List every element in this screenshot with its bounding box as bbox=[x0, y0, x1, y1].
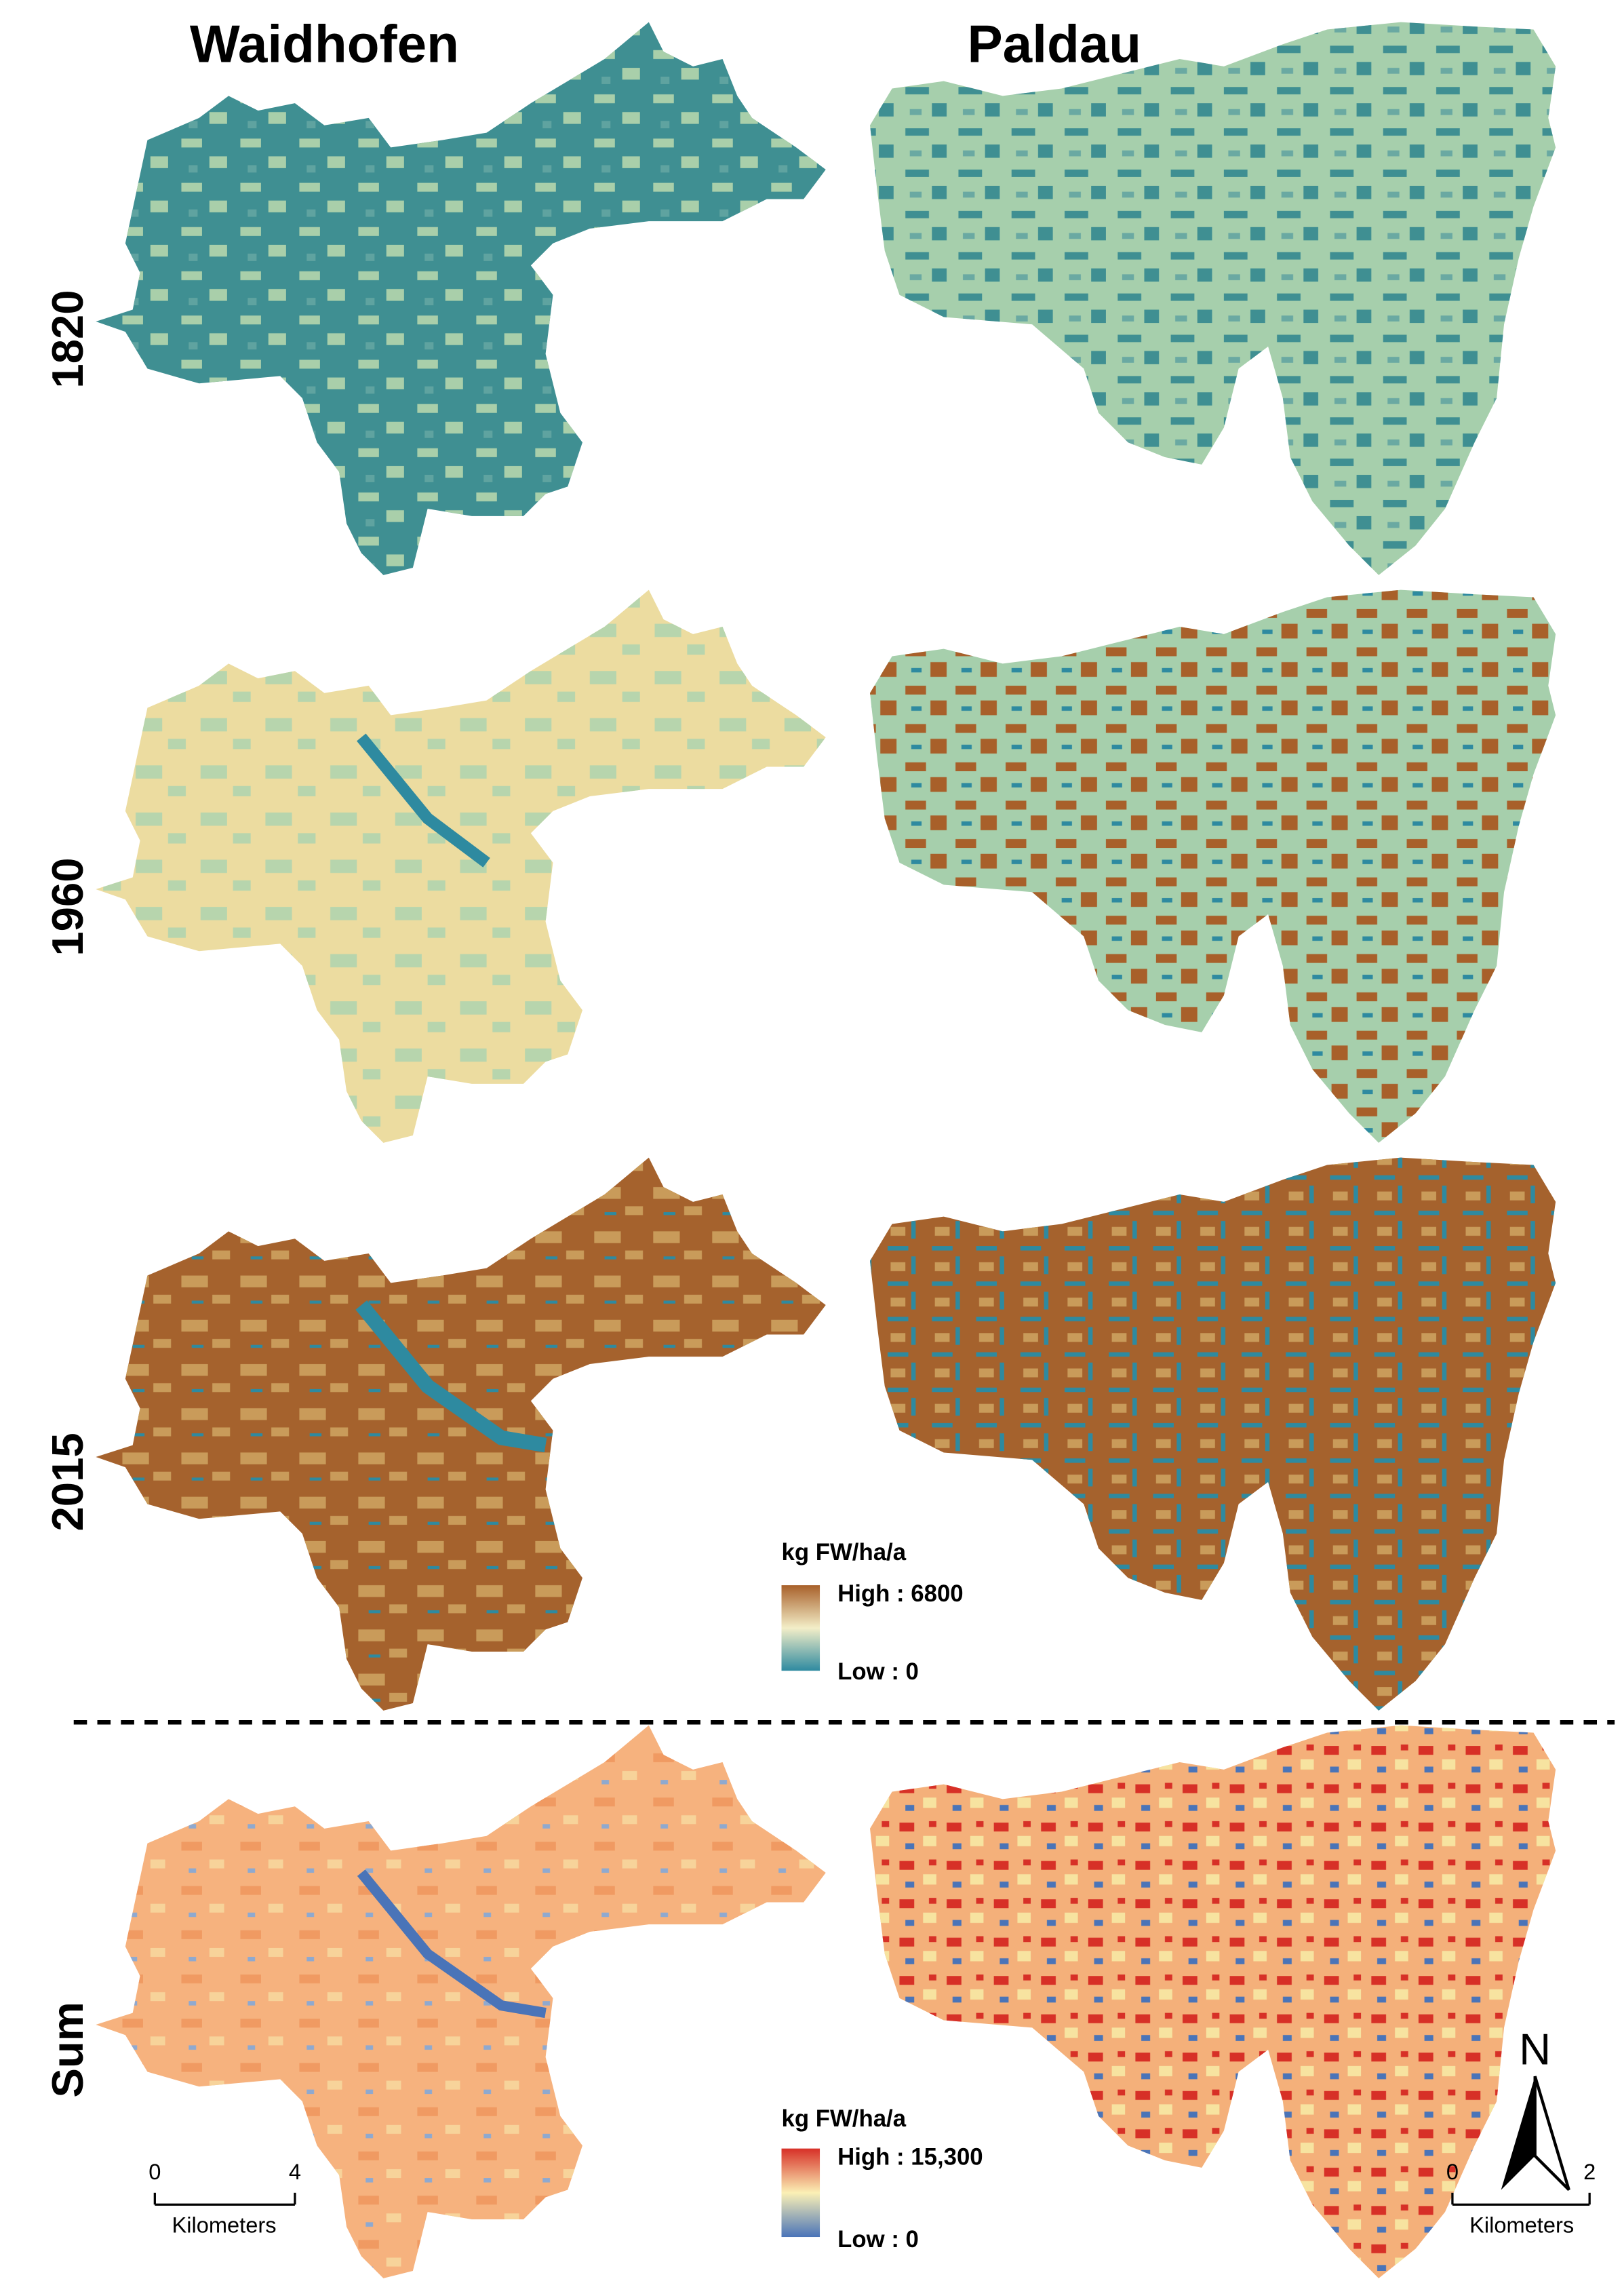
scale-label: 0 bbox=[1446, 2159, 1459, 2184]
scale-unit: Kilometers bbox=[172, 2213, 276, 2238]
map-paldau-2015 bbox=[869, 1157, 1556, 1711]
color-ramp bbox=[781, 2148, 820, 2238]
map-waidhofen-sum bbox=[96, 1725, 826, 2278]
legend-low: Low : 0 bbox=[837, 2227, 919, 2253]
maps bbox=[96, 22, 1556, 2278]
map-paldau-1960 bbox=[869, 589, 1556, 1143]
row-label: 1960 bbox=[43, 858, 92, 956]
row-label: 2015 bbox=[43, 1433, 92, 1531]
map-waidhofen-1960 bbox=[96, 589, 826, 1143]
column-title: Paldau bbox=[967, 14, 1141, 73]
row-label: Sum bbox=[43, 2002, 92, 2097]
row-label: 1820 bbox=[43, 290, 92, 388]
scale-unit: Kilometers bbox=[1469, 2213, 1574, 2238]
map-paldau-1820 bbox=[869, 22, 1556, 575]
scale-label: 0 bbox=[149, 2159, 161, 2184]
legend-title: kg FW/ha/a bbox=[782, 2106, 907, 2132]
column-title: Waidhofen bbox=[190, 14, 459, 73]
legend: kg FW/ha/a High : 6800 Low : 0 bbox=[781, 1540, 964, 1685]
map-waidhofen-1820 bbox=[96, 22, 826, 575]
scale-bar bbox=[1451, 2192, 1591, 2206]
legend-high: High : 15,300 bbox=[837, 2145, 983, 2171]
scale-bar bbox=[153, 2192, 296, 2206]
map-waidhofen-2015 bbox=[96, 1157, 826, 1711]
legend-low: Low : 0 bbox=[837, 1659, 919, 1685]
legend-title: kg FW/ha/a bbox=[782, 1540, 907, 1565]
scale-label: 2 bbox=[1583, 2159, 1596, 2184]
scale-label: 4 bbox=[289, 2159, 301, 2184]
legend-high: High : 6800 bbox=[837, 1581, 964, 1607]
legend: kg FW/ha/a High : 15,300 Low : 0 bbox=[781, 2106, 983, 2253]
north-arrow: N bbox=[1501, 2025, 1570, 2192]
north-label: N bbox=[1519, 2025, 1551, 2074]
color-ramp bbox=[781, 1585, 820, 1671]
